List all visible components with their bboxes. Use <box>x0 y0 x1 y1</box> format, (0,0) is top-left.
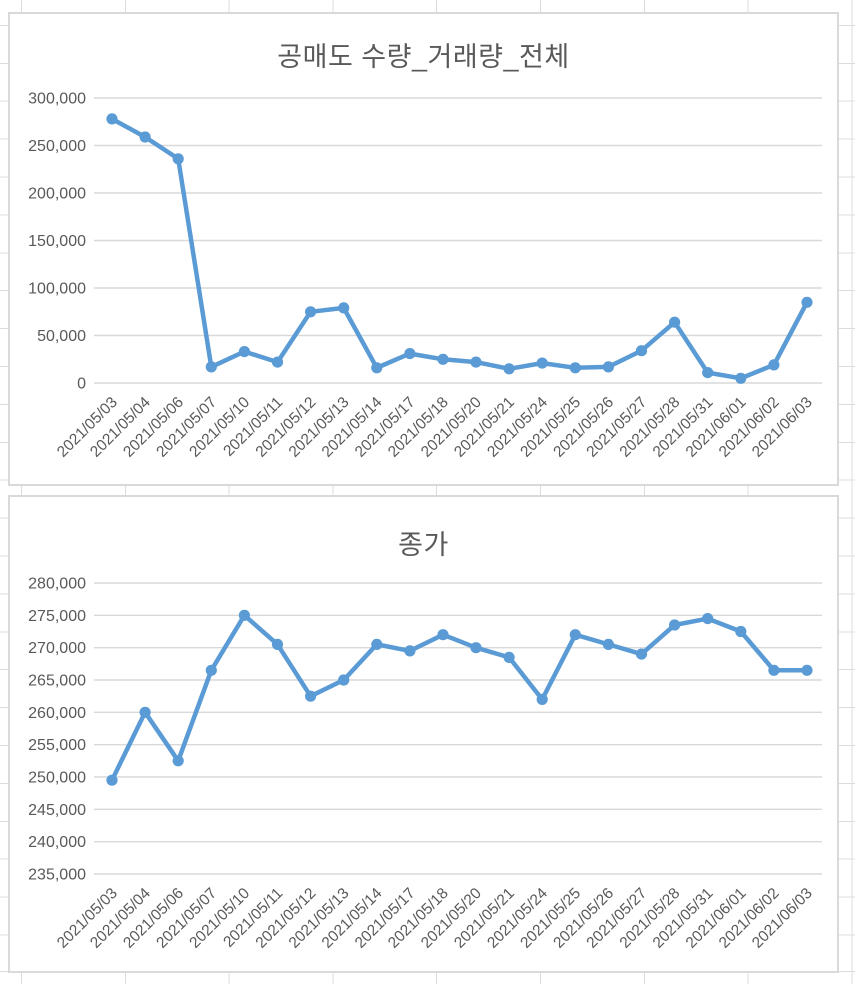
data-point-marker <box>768 664 780 676</box>
y-axis-tick-label: 260,000 <box>28 705 86 722</box>
y-axis-tick-label: 265,000 <box>28 673 86 690</box>
chart-plot-area: 0 50,000 100,000 150,000 200,000 250,000 300,0… <box>28 91 822 461</box>
data-point-marker <box>305 690 317 702</box>
data-point-marker <box>503 363 515 375</box>
data-point-marker <box>669 619 681 631</box>
data-point-marker <box>139 706 151 718</box>
y-axis-tick-label: 100,000 <box>28 281 86 298</box>
y-axis-tick-label: 240,000 <box>28 834 86 851</box>
data-point-marker <box>139 131 151 143</box>
data-point-marker <box>205 664 217 676</box>
data-point-marker <box>702 613 714 625</box>
data-point-marker <box>106 113 118 125</box>
y-axis-tick-label: 235,000 <box>28 867 86 884</box>
y-axis-tick-label: 255,000 <box>28 737 86 754</box>
data-point-marker <box>470 356 482 368</box>
data-point-marker <box>735 625 747 638</box>
data-point-marker <box>404 645 416 657</box>
data-point-marker <box>536 357 548 369</box>
data-point-marker <box>404 348 416 360</box>
data-point-marker <box>801 296 813 308</box>
y-axis-tick-label: 280,000 <box>28 576 86 593</box>
data-point-marker <box>470 642 482 654</box>
data-point-marker <box>172 755 184 767</box>
data-point-marker <box>635 345 648 357</box>
data-point-marker <box>801 664 813 676</box>
data-point-marker <box>172 153 184 165</box>
data-point-marker <box>238 609 250 621</box>
data-point-marker <box>768 359 780 371</box>
data-point-marker <box>238 346 250 358</box>
series-line <box>109 613 810 783</box>
y-axis-tick-label: 150,000 <box>28 233 86 250</box>
data-point-marker <box>669 316 681 328</box>
short-sale-volume-chart[interactable]: 공매도 수량_거래량_전체 0 50,000 100,000 150,000 200,0… <box>8 12 839 486</box>
data-point-marker <box>371 362 383 374</box>
data-point-marker <box>503 651 515 663</box>
data-point-marker <box>205 361 217 373</box>
data-point-marker <box>602 638 615 650</box>
data-point-marker <box>437 353 449 365</box>
data-point-marker <box>569 362 581 374</box>
data-point-marker <box>702 367 714 379</box>
y-axis-tick-label: 275,000 <box>28 608 86 625</box>
data-point-marker <box>271 638 284 650</box>
y-axis-tick-label: 300,000 <box>28 91 86 108</box>
y-axis-tick-label: 0 <box>77 376 86 393</box>
series-line <box>109 116 810 381</box>
y-axis-tick-label: 250,000 <box>28 770 86 787</box>
y-axis-tick-label: 270,000 <box>28 640 86 657</box>
data-point-marker <box>338 302 350 314</box>
chart-title: 종가 <box>398 530 449 560</box>
data-point-marker <box>602 361 615 373</box>
y-axis-tick-label: 245,000 <box>28 802 86 819</box>
data-point-marker <box>106 774 118 786</box>
data-point-marker <box>437 629 449 641</box>
y-axis-tick-label: 50,000 <box>37 328 86 345</box>
chart-plot-area: 235,000 240,000 245,000 250,000 255,000 260,0… <box>28 576 822 952</box>
data-point-marker <box>305 306 317 318</box>
data-point-marker <box>371 638 383 650</box>
data-point-marker <box>635 648 648 660</box>
y-axis-tick-label: 250,000 <box>28 138 86 155</box>
chart-title: 공매도 수량_거래량_전체 <box>277 42 570 72</box>
y-axis-tick-label: 200,000 <box>28 186 86 203</box>
data-point-marker <box>338 674 350 686</box>
closing-price-chart[interactable]: 종가 235,000 240,000 245,000 250,000 255,000 26… <box>8 495 839 973</box>
data-point-marker <box>271 356 284 368</box>
data-point-marker <box>569 629 581 641</box>
data-point-marker <box>735 372 747 384</box>
data-point-marker <box>536 693 548 705</box>
